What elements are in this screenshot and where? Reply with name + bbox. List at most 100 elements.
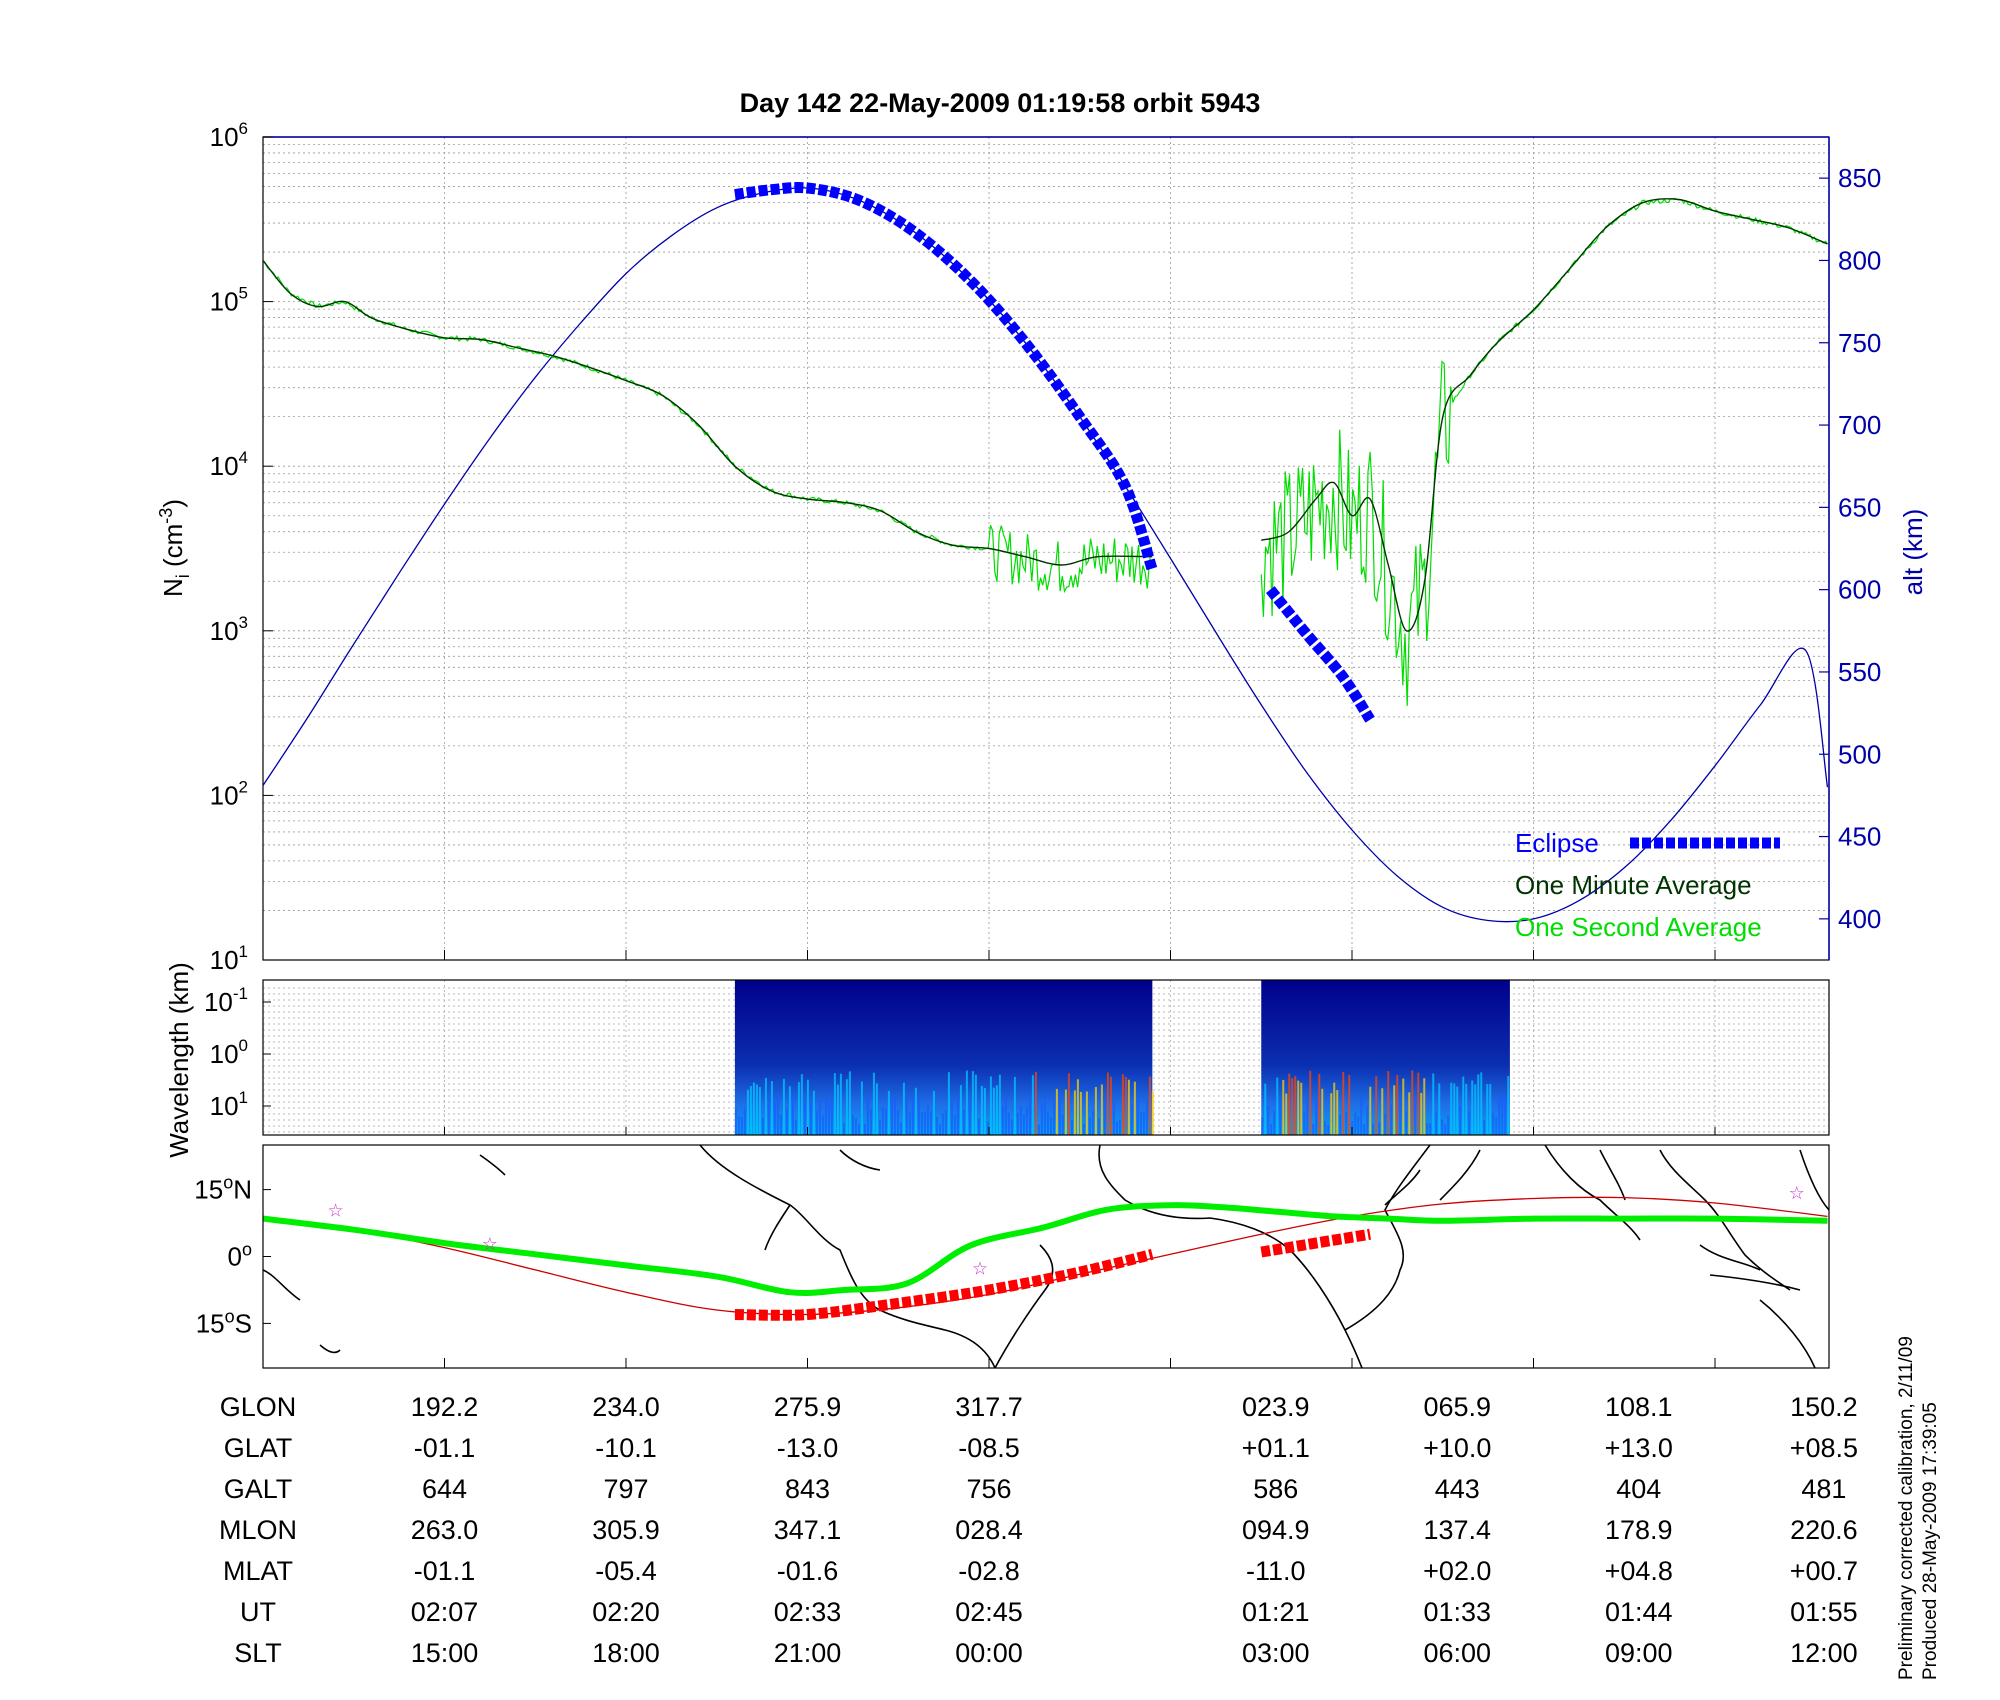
spectrogram-column bbox=[1118, 1119, 1121, 1135]
spectrogram-column bbox=[755, 1084, 758, 1135]
spectrogram-column bbox=[1279, 1098, 1282, 1135]
star-marker-icon: ☆ bbox=[328, 1201, 344, 1222]
spectrogram-column bbox=[1330, 1093, 1333, 1135]
spectrogram-column bbox=[965, 1070, 968, 1135]
altitude-series-line bbox=[263, 187, 1829, 923]
spectrogram-column bbox=[1094, 1087, 1097, 1135]
spectrogram-column bbox=[866, 1099, 869, 1135]
spectrogram-column bbox=[1318, 1073, 1321, 1135]
second-average-segment bbox=[1260, 197, 1828, 706]
spectrogram-column bbox=[1408, 1092, 1411, 1135]
coastlines bbox=[263, 1145, 1829, 1368]
spectrogram-column bbox=[1459, 1105, 1462, 1135]
right-axis-ticks: 400 450 500 550 600 650 700 750 800 850 bbox=[1819, 163, 1881, 934]
spectrogram-column bbox=[947, 1072, 950, 1135]
spectrogram-column bbox=[842, 1123, 845, 1135]
spectrogram-column bbox=[1007, 1112, 1010, 1135]
spectrogram-column bbox=[1121, 1074, 1124, 1135]
spectrogram-column bbox=[983, 1087, 986, 1135]
spectrogram-column bbox=[995, 1085, 998, 1135]
eclipse-series bbox=[734, 182, 1375, 723]
spectrogram-column bbox=[875, 1083, 878, 1135]
spectrogram-column bbox=[1357, 1116, 1360, 1135]
spectrogram-column bbox=[1019, 1105, 1022, 1135]
spectrogram-column bbox=[1013, 1076, 1016, 1135]
spectrogram-column bbox=[1273, 1110, 1276, 1135]
map-y-tick-label: 15oN bbox=[194, 1173, 252, 1205]
spectrogram-column bbox=[740, 1117, 743, 1135]
ground-track-line bbox=[263, 1202, 1828, 1296]
legend-second-label: One Second Average bbox=[1515, 912, 1762, 942]
spectrogram-column bbox=[845, 1079, 848, 1135]
spectrogram-column bbox=[1055, 1088, 1058, 1135]
spectrogram-column bbox=[1348, 1075, 1351, 1135]
spectrogram-column bbox=[779, 1114, 782, 1135]
spectrogram-column bbox=[1067, 1073, 1070, 1135]
spectrogram-column bbox=[1061, 1114, 1064, 1135]
spectrogram-column bbox=[1001, 1105, 1004, 1135]
spectrogram-column bbox=[944, 1110, 947, 1135]
spectrogram-column bbox=[857, 1124, 860, 1135]
spectrogram-column bbox=[869, 1108, 872, 1135]
spectrogram-column bbox=[1465, 1083, 1468, 1135]
spectrogram-column bbox=[1058, 1096, 1061, 1135]
spectrogram-column bbox=[1115, 1121, 1118, 1135]
main-grid bbox=[263, 137, 1829, 961]
right-axis-tick-label: 850 bbox=[1838, 163, 1881, 193]
map-y-ticks: 15oN 0o 15oS bbox=[194, 1173, 271, 1338]
spectrogram-column bbox=[1276, 1077, 1279, 1135]
spectrogram-column bbox=[767, 1097, 770, 1135]
spectrogram-column bbox=[854, 1118, 857, 1135]
spectrogram-column bbox=[905, 1097, 908, 1135]
right-axis-tick-label: 750 bbox=[1838, 328, 1881, 358]
spectrogram-column bbox=[1342, 1072, 1345, 1135]
spectrogram-block bbox=[734, 980, 1153, 1135]
spectrogram-column bbox=[1381, 1088, 1384, 1135]
spectrogram-column bbox=[1480, 1072, 1483, 1135]
spectrogram-column bbox=[1148, 1076, 1151, 1135]
spectrogram-column bbox=[1324, 1120, 1327, 1135]
spectrogram-column bbox=[773, 1101, 776, 1135]
spectrogram-column bbox=[1064, 1089, 1067, 1135]
spectrogram-column bbox=[848, 1071, 851, 1135]
spectrogram-column bbox=[962, 1109, 965, 1135]
spectrogram-column bbox=[1270, 1123, 1273, 1135]
spectrogram-column bbox=[953, 1115, 956, 1135]
spectrogram-column bbox=[1109, 1076, 1112, 1135]
spectrogram-column bbox=[1264, 1083, 1267, 1135]
spectrogram-column bbox=[890, 1095, 893, 1135]
spectrogram-column bbox=[1097, 1118, 1100, 1135]
spectrogram-column bbox=[1267, 1105, 1270, 1135]
spectrogram-column bbox=[1498, 1093, 1501, 1135]
spectrogram-column bbox=[932, 1090, 935, 1135]
spectrogram-column bbox=[1106, 1072, 1109, 1135]
spectrogram-block bbox=[1261, 980, 1510, 1135]
spectrogram-column bbox=[1133, 1081, 1136, 1135]
spectrogram-column bbox=[1010, 1119, 1013, 1135]
left-axis-label: Ni (cm-3) bbox=[156, 499, 193, 597]
ground-track-eclipse-segment bbox=[734, 1248, 1154, 1321]
spectrogram-frame bbox=[262, 979, 1830, 1136]
spectrogram-column bbox=[1261, 1117, 1264, 1135]
eclipse-segment bbox=[1266, 586, 1375, 723]
spectrogram-column bbox=[1327, 1124, 1330, 1135]
calibration-note: Preliminary corrected calibration, 2/11/… bbox=[1896, 1336, 1917, 1680]
spectrogram-column bbox=[917, 1095, 920, 1135]
right-axis-tick-label: 500 bbox=[1838, 739, 1881, 769]
right-axis-label: alt (km) bbox=[1898, 509, 1928, 596]
map-y-tick-label: 15oS bbox=[196, 1306, 252, 1338]
spectrogram-column bbox=[749, 1086, 752, 1135]
star-marker-icon: ☆ bbox=[972, 1259, 988, 1280]
spectrogram-column bbox=[1453, 1083, 1456, 1135]
legend: Eclipse One Minute Average One Second Av… bbox=[1515, 828, 1780, 942]
star-marker-icon: ☆ bbox=[482, 1234, 498, 1255]
spectrogram-column bbox=[959, 1085, 962, 1135]
left-axis-tick-label: 105 bbox=[210, 284, 248, 317]
spectrogram-column bbox=[1076, 1079, 1079, 1135]
spectrogram-column bbox=[1136, 1099, 1139, 1135]
spectrogram-column bbox=[1435, 1111, 1438, 1135]
spectrogram-column bbox=[836, 1084, 839, 1135]
map-y-tick-label: 0o bbox=[228, 1240, 252, 1272]
spectrogram-grid bbox=[263, 980, 1829, 1135]
spectrogram-column bbox=[1100, 1084, 1103, 1135]
